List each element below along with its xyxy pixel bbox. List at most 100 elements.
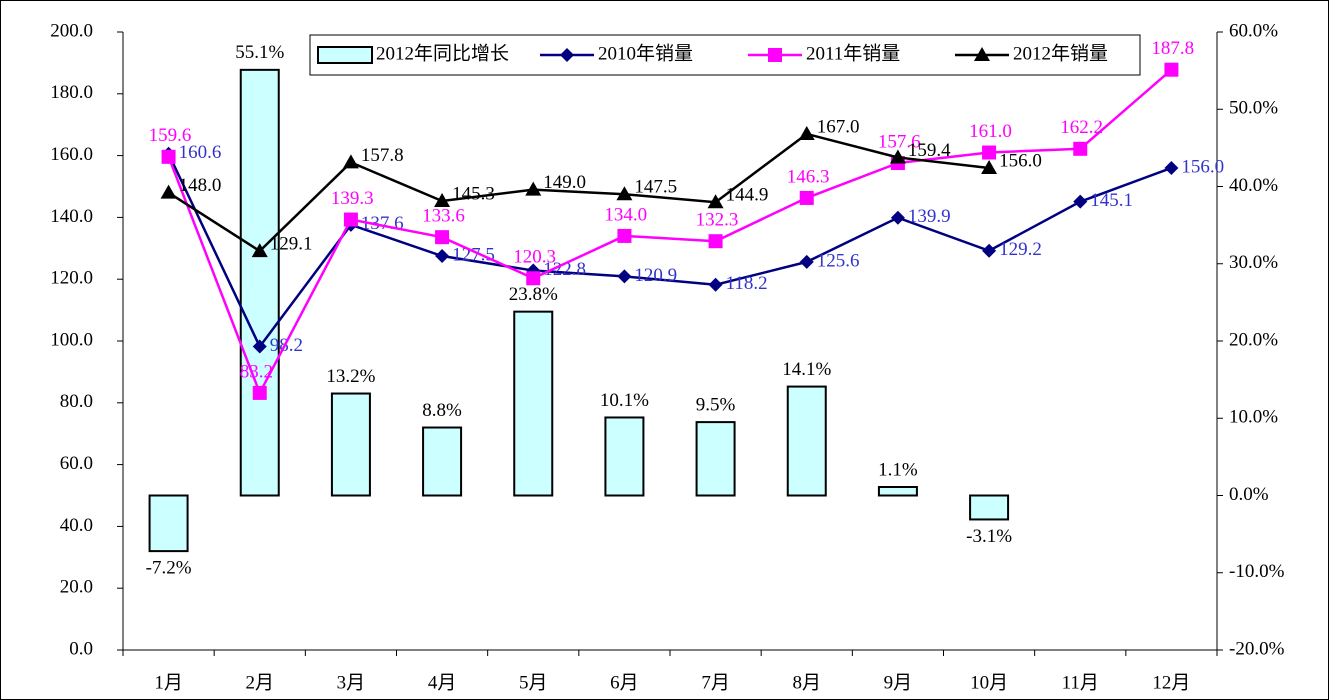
bar: [422, 426, 463, 497]
y2-tick-label: -10.0%: [1229, 561, 1285, 582]
line-marker: [617, 269, 632, 284]
line-value-label: 167.0: [817, 116, 860, 137]
legend-marker: [560, 48, 574, 62]
line-value-label: 187.8: [1151, 38, 1194, 59]
bar: [969, 494, 1010, 521]
y-tick-label: 180.0: [50, 82, 93, 103]
line: [167, 153, 1172, 349]
line-value-label: 146.3: [787, 166, 830, 187]
bar: [239, 68, 280, 497]
x-tick-label: 8月: [792, 672, 821, 693]
bar: [604, 416, 645, 497]
line-value-label: 98.2: [270, 335, 303, 356]
line-value-label: 127.5: [452, 244, 495, 265]
bar-value-label: -3.1%: [966, 526, 1012, 547]
line-marker: [251, 243, 268, 258]
line-value-label: 160.6: [179, 142, 222, 163]
line-marker: [1073, 141, 1088, 156]
line-marker: [799, 190, 814, 205]
x-tick-label: 10月: [970, 672, 1008, 693]
bar: [786, 385, 827, 497]
y2-tick-label: 20.0%: [1229, 329, 1278, 350]
bar-value-label: 14.1%: [782, 359, 831, 380]
line-value-label: 83.2: [240, 361, 273, 382]
line-value-label: 125.6: [817, 250, 860, 271]
line-value-label: 157.8: [361, 145, 404, 166]
line-value-label: 145.1: [1090, 190, 1133, 211]
line-marker: [799, 254, 814, 269]
bar-value-label: 13.2%: [326, 366, 375, 387]
line-value-label: 149.0: [543, 172, 586, 193]
legend-label: 2011年销量: [806, 42, 900, 64]
x-tick-label: 1月: [154, 672, 183, 693]
bar: [877, 486, 918, 497]
x-tick-label: 11月: [1062, 672, 1099, 693]
bar-value-label: 10.1%: [600, 390, 649, 411]
line-value-label: 144.9: [726, 185, 769, 206]
line-marker: [435, 230, 450, 245]
line-marker: [617, 228, 632, 243]
y2-tick-label: 10.0%: [1229, 407, 1278, 428]
line-value-label: 132.3: [696, 210, 739, 231]
x-tick-label: 12月: [1152, 672, 1190, 693]
line-marker: [982, 145, 997, 160]
bar-value-label: 8.8%: [422, 400, 462, 421]
line-value-label: 157.6: [878, 131, 921, 152]
bar-value-label: 9.5%: [696, 394, 736, 415]
line-value-label: 118.2: [726, 273, 768, 294]
line-marker: [707, 194, 724, 209]
bar-value-label: 23.8%: [509, 284, 558, 305]
line-marker: [798, 125, 815, 140]
bar: [330, 392, 371, 497]
y2-tick-label: 50.0%: [1229, 98, 1278, 119]
line-marker: [252, 385, 267, 400]
line-value-label: 145.3: [452, 183, 495, 204]
line-value-label: 147.5: [634, 177, 677, 198]
x-tick-label: 6月: [610, 672, 639, 693]
line-marker: [708, 234, 723, 249]
bar-value-label: 1.1%: [878, 459, 918, 480]
line-marker: [981, 159, 998, 174]
line-marker: [342, 154, 359, 169]
line-marker: [434, 193, 451, 208]
y-tick-label: 200.0: [50, 20, 93, 41]
line-marker: [889, 149, 906, 164]
legend-label: 2012年同比增长: [376, 42, 509, 64]
line-marker: [1164, 160, 1179, 175]
line-value-label: 156.0: [999, 150, 1042, 171]
x-tick-label: 9月: [884, 672, 913, 693]
x-tick-label: 2月: [245, 672, 274, 693]
line-marker: [1164, 62, 1179, 77]
x-tick-label: 7月: [701, 672, 730, 693]
line-value-label: 161.0: [969, 121, 1012, 142]
line-value-label: 122.8: [543, 259, 586, 280]
line-value-label: 129.2: [999, 239, 1042, 260]
line-value-label: 129.1: [270, 233, 313, 254]
line-value-label: 120.3: [513, 247, 556, 268]
line-marker: [708, 277, 723, 292]
bar-value-label: 55.1%: [235, 42, 284, 63]
line-value-label: 159.6: [149, 125, 192, 146]
bar: [513, 310, 554, 497]
y-tick-label: 0.0: [69, 638, 93, 659]
line-marker: [890, 210, 905, 225]
line-marker: [252, 339, 267, 354]
x-tick-label: 5月: [519, 672, 548, 693]
y-tick-label: 160.0: [50, 144, 93, 165]
x-tick-label: 4月: [428, 672, 457, 693]
legend-marker: [768, 48, 782, 62]
line-marker: [161, 149, 176, 164]
y-tick-label: 20.0: [60, 577, 93, 598]
legend-label: 2012年销量: [1013, 42, 1108, 64]
y-tick-label: 40.0: [60, 515, 93, 536]
line-marker: [982, 243, 997, 258]
line: [167, 132, 990, 253]
legend-label: 2010年销量: [598, 42, 693, 64]
line-marker: [343, 212, 358, 227]
y2-tick-label: 40.0%: [1229, 175, 1278, 196]
line-marker: [526, 271, 541, 286]
y2-tick-label: -20.0%: [1229, 638, 1285, 659]
x-tick-label: 3月: [337, 672, 366, 693]
line-value-label: 134.0: [604, 204, 647, 225]
